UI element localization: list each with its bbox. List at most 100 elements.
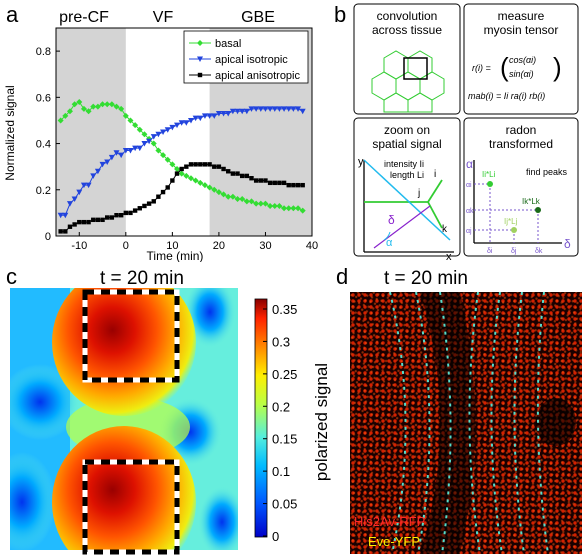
- data-point: [249, 176, 254, 181]
- box-convolution: [353, 3, 461, 115]
- y-tick-label: 0: [45, 231, 51, 243]
- legend-marker: [197, 56, 203, 62]
- data-point: [211, 113, 218, 119]
- shaded-phase: [56, 28, 126, 236]
- data-point: [118, 152, 125, 159]
- data-point: [169, 161, 176, 168]
- hexagon-tissue: [371, 50, 445, 113]
- data-point: [281, 205, 288, 212]
- data-point: [156, 194, 161, 199]
- data-point: [295, 106, 302, 112]
- data-point: [229, 193, 236, 200]
- data-point: [263, 178, 268, 183]
- y-tick-label: 0.2: [36, 185, 51, 197]
- data-point: [299, 207, 306, 214]
- data-point: [146, 201, 152, 206]
- panel-letter: a: [6, 2, 19, 27]
- data-point: [91, 217, 96, 223]
- data-point: [62, 112, 69, 119]
- data-point: [95, 217, 101, 223]
- box-zoom: [353, 117, 461, 257]
- equation: sin(αi): [509, 69, 534, 79]
- data-point: [271, 202, 278, 209]
- data-point: [165, 185, 170, 190]
- data-point: [122, 147, 129, 154]
- data-point: [299, 108, 306, 115]
- data-point: [212, 164, 217, 169]
- colorbar-tick-label: 0.15: [272, 432, 297, 447]
- data-point: [94, 103, 101, 110]
- data-point: [160, 189, 166, 195]
- phase-label: VF: [153, 9, 174, 26]
- equation: mab(i) = Ii ra(i) rb(i): [468, 91, 545, 101]
- data-point: [234, 196, 241, 203]
- panel-d: d t = 20 min His2Av-RFP Eve-YFP: [336, 262, 582, 555]
- data-point: [170, 178, 175, 183]
- data-point: [300, 182, 305, 188]
- data-point: [80, 105, 87, 112]
- data-point: [285, 205, 292, 212]
- data-point: [164, 156, 171, 163]
- panel-letter: c: [6, 264, 17, 289]
- data-point: [206, 184, 213, 191]
- box-title: radon: [506, 123, 537, 137]
- line-chart: -10 0 10 20 30 40 0 0.2 0.4 0.6 0.8 basal apical is…: [3, 9, 318, 262]
- colorbar: [254, 298, 268, 538]
- polarization-heatmap: 0.35 0.3 0.25 0.2 0.15 0.1 0.05 0 polarized sig…: [10, 288, 331, 555]
- data-point: [244, 173, 250, 179]
- plot-frame: [55, 27, 313, 237]
- data-point: [239, 173, 245, 179]
- data-point: [225, 111, 232, 117]
- roi-box-bottom: [82, 459, 180, 555]
- axis-letter: x: [446, 251, 452, 262]
- axis-letter: δ: [564, 237, 571, 251]
- data-point: [295, 205, 302, 212]
- data-point: [72, 222, 77, 227]
- data-point: [85, 108, 92, 115]
- series-2: [58, 162, 305, 234]
- colorbar-tick-label: 0.1: [272, 464, 290, 479]
- data-point: [262, 200, 269, 207]
- data-point: [136, 145, 143, 152]
- data-point: [253, 178, 259, 183]
- data-point: [94, 168, 101, 175]
- ventral-furrow: [420, 292, 475, 554]
- colorbar-tick-label: 0.3: [272, 334, 290, 349]
- colorbar-tick-label: 0.05: [272, 497, 297, 512]
- peak-label: Ik*Lk: [522, 197, 541, 206]
- data-point: [179, 166, 184, 172]
- data-point: [62, 212, 69, 219]
- data-point: [81, 219, 87, 225]
- tick-label: αi: [466, 182, 472, 189]
- data-point: [108, 154, 115, 161]
- data-point: [257, 106, 264, 112]
- tick-label: δk: [535, 248, 543, 255]
- annotation: intensity Ii: [384, 159, 424, 169]
- normal-line: [373, 205, 431, 249]
- data-point: [187, 117, 194, 124]
- legend-label: apical anisotropic: [215, 70, 300, 82]
- panel-letter: d: [336, 264, 349, 289]
- data-point: [220, 191, 227, 198]
- data-point: [77, 219, 82, 225]
- data-point: [104, 159, 111, 166]
- panel-title: t = 20 min: [384, 268, 468, 289]
- data-point: [67, 224, 73, 229]
- peak-k: [535, 207, 541, 213]
- data-point: [57, 212, 64, 219]
- convolution-window: [403, 57, 428, 80]
- data-point: [192, 115, 199, 122]
- data-point: [132, 122, 139, 129]
- roi-box-top: [82, 289, 180, 383]
- projection-line: [363, 159, 451, 241]
- edge-label: i: [434, 169, 436, 180]
- data-point: [230, 171, 236, 176]
- data-point: [71, 196, 78, 203]
- data-point: [127, 147, 134, 154]
- data-point: [90, 103, 97, 110]
- data-point: [198, 162, 203, 167]
- colorbar-tick-label: 0.2: [272, 399, 290, 414]
- data-point: [155, 147, 162, 154]
- x-tick-label: 20: [213, 240, 225, 252]
- panel-b: b convolution across tissue measure myos…: [326, 0, 582, 262]
